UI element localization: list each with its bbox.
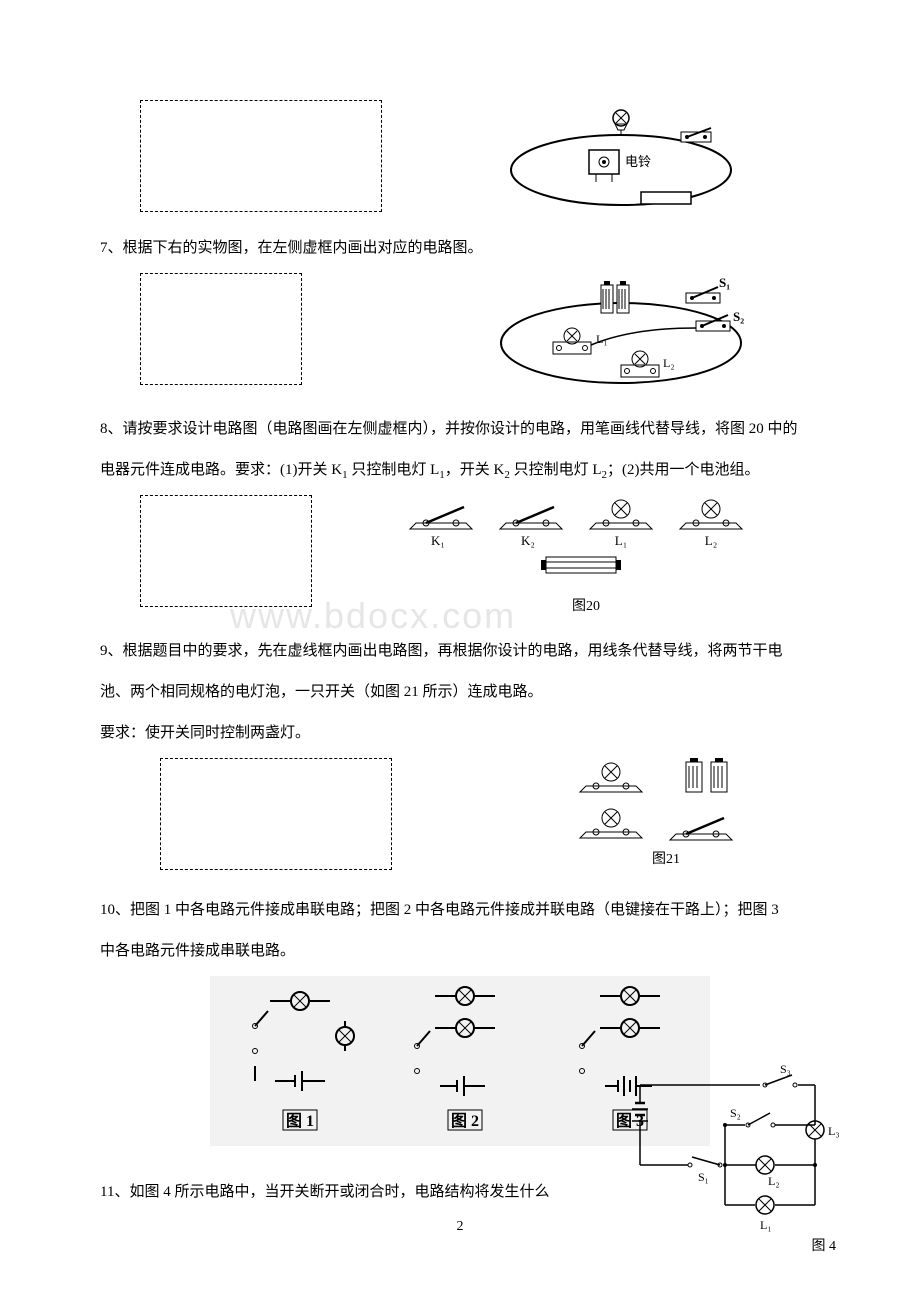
s2-label: S₂ — [733, 309, 744, 324]
fig1-label: 图 1 — [286, 1112, 314, 1130]
q6-answer-box — [140, 100, 382, 212]
l1-label-q8: L₁ — [615, 533, 627, 548]
q8-components: K₁ K₂ L₁ — [352, 495, 820, 615]
q10-line1: 10、把图 1 中各电路元件接成串联电路；把图 2 中各电路元件接成并联电路（电… — [100, 894, 820, 927]
q9-answer-box — [160, 758, 392, 870]
q7-text: 7、根据下右的实物图，在左侧虚框内画出对应的电路图。 — [100, 232, 820, 265]
s1-label-q11: S₁ — [698, 1170, 709, 1184]
q8-l2b: 只控制电灯 L — [348, 462, 440, 478]
q8-answer-box — [140, 495, 312, 607]
l1-label-q11: L₁ — [760, 1218, 772, 1232]
q7-physical-diagram: S₁ S₂ L₁ — [422, 273, 820, 393]
q6-figure-row: 电铃 — [100, 100, 820, 212]
l3-label: L₃ — [828, 1124, 840, 1138]
q9-components: 图21 — [512, 758, 820, 868]
q8-line1: 8、请按要求设计电路图（电路图画在左侧虚框内），并按你设计的电路，用笔画线代替导… — [100, 413, 820, 446]
q8-l2c: ，开关 K — [445, 462, 505, 478]
k1-label: K₁ — [431, 533, 445, 548]
fig20-label: 图20 — [572, 595, 600, 615]
fig21-label: 图21 — [652, 852, 680, 867]
q8-line2: 电器元件连成电路。要求：(1)开关 K1 只控制电灯 L1，开关 K2 只控制电… — [100, 454, 820, 487]
q9-line2: 池、两个相同规格的电灯泡，一只开关（如图 21 所示）连成电路。 — [100, 676, 820, 709]
fig2-label: 图 2 — [451, 1112, 479, 1130]
q8-l2e: ；(2)共用一个电池组。 — [607, 462, 760, 478]
bell-label: 电铃 — [625, 154, 651, 169]
s1-label: S₁ — [719, 275, 730, 290]
q8-l2d: 只控制电灯 L — [510, 462, 602, 478]
s3-label: S₃ — [780, 1065, 791, 1076]
s2-label-q11: S₂ — [730, 1106, 741, 1120]
k2-label: K₂ — [521, 533, 535, 548]
l2-label-q11: L₂ — [768, 1174, 780, 1188]
l2-label: L₂ — [663, 356, 675, 370]
q10-line2: 中各电路元件接成串联电路。 — [100, 935, 820, 968]
q7-answer-box — [140, 273, 302, 385]
q9-line3: 要求：使开关同时控制两盏灯。 — [100, 717, 820, 750]
q7-figure-row: S₁ S₂ L₁ — [100, 273, 820, 393]
q6-physical-diagram: 电铃 — [422, 100, 820, 210]
q9-figure-row: 图21 — [100, 758, 820, 870]
q8-l2a: 电器元件连成电路。要求：(1)开关 K — [100, 462, 342, 478]
q9-line1: 9、根据题目中的要求，先在虚线框内画出电路图，再根据你设计的电路，用线条代替导线… — [100, 635, 820, 668]
fig4-diagram: S₃ L₃ L₂ S₁ — [620, 1065, 840, 1255]
l2-label-q8: L₂ — [705, 533, 717, 548]
q8-figure-row: K₁ K₂ L₁ — [100, 495, 820, 615]
fig4-label: 图 4 — [620, 1235, 840, 1255]
